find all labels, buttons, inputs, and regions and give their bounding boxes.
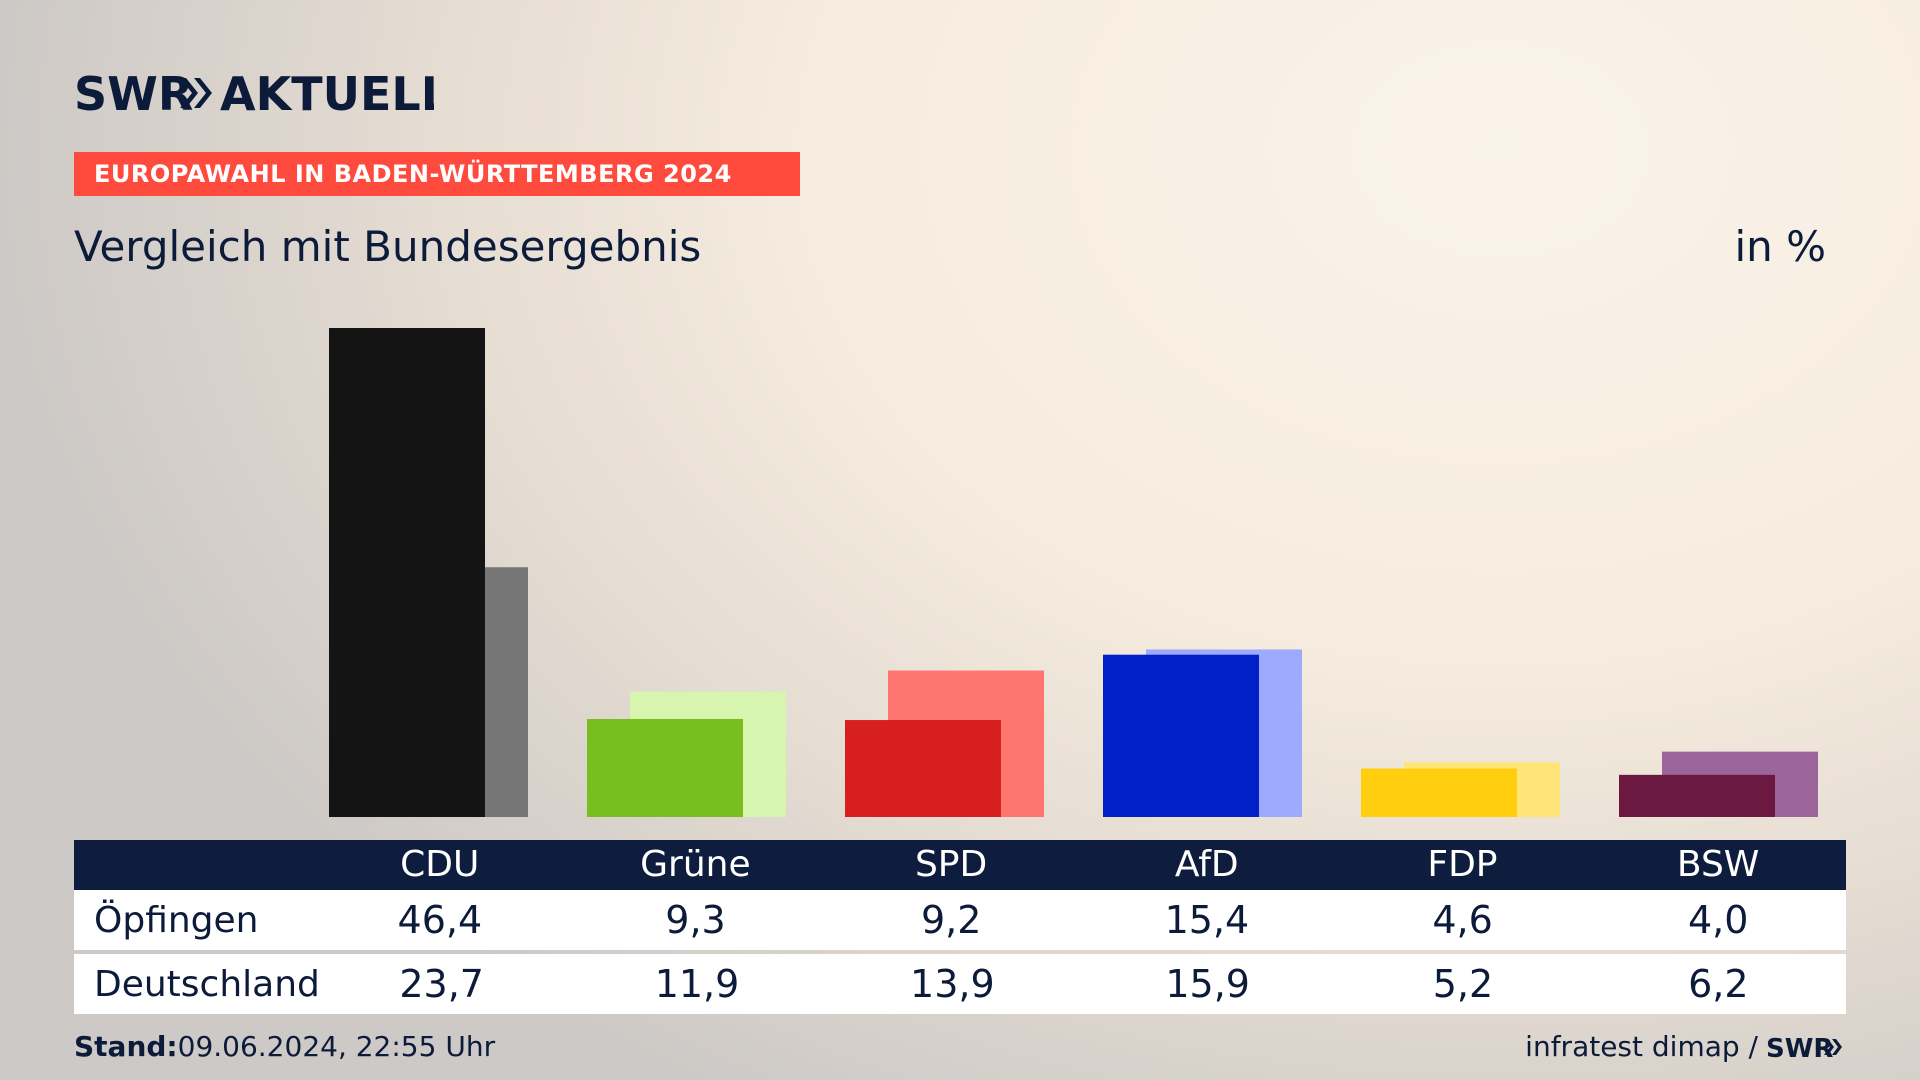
stand-value: 09.06.2024, 22:55 Uhr <box>177 1030 496 1063</box>
bar-local-fdp <box>1361 768 1517 817</box>
value-germany-gruene: 11,9 <box>654 962 740 1006</box>
value-germany-bsw: 6,2 <box>1688 962 1749 1006</box>
value-local-bsw: 4,0 <box>1687 898 1749 942</box>
unit-label: in % <box>1734 222 1826 271</box>
table-header: CDU Grüne SPD AfD FDP BSW <box>74 840 1846 890</box>
value-germany-afd: 15,9 <box>1165 962 1250 1006</box>
bar-local-afd <box>1103 654 1259 817</box>
source-logo-text: SWR <box>1766 1034 1833 1062</box>
value-germany-cdu: 23,7 <box>399 962 484 1006</box>
value-local-gruene: 9,3 <box>665 898 726 942</box>
party-header-bsw: BSW <box>1676 844 1760 885</box>
bar-local-gruene <box>587 718 743 817</box>
value-local-afd: 15,4 <box>1164 898 1250 942</box>
logo-chevrons-icon <box>180 78 212 108</box>
source-logo-chevrons-icon <box>1824 1038 1842 1055</box>
value-germany-fdp: 5,2 <box>1432 962 1494 1006</box>
bar-local-cdu <box>329 328 485 817</box>
logo-text-aktuell: AKTUELL <box>220 67 434 120</box>
logo-text-swr: SWR <box>74 67 193 120</box>
swr-source-logo: SWR <box>1766 1034 1842 1062</box>
swr-aktuell-logo: SWR AKTUELL <box>74 66 434 120</box>
party-header-fdp: FDP <box>1427 844 1498 885</box>
row-label-germany: Deutschland <box>94 963 320 1005</box>
source-text: infratest dimap / <box>1525 1030 1758 1063</box>
stand-label: Stand: <box>74 1030 178 1063</box>
chart-subtitle: Vergleich mit Bundesergebnis <box>74 222 702 271</box>
value-germany-spd: 13,9 <box>910 962 995 1006</box>
value-local-spd: 9,2 <box>920 898 982 942</box>
source-credit: infratest dimap / SWR <box>1525 1030 1846 1063</box>
table-row-germany: Deutschland 23,7 11,9 13,9 15,9 5,2 6,2 <box>74 954 1846 1014</box>
bar-local-spd <box>845 720 1001 817</box>
party-header-gruene: Grüne <box>640 844 751 885</box>
results-table: CDU Grüne SPD AfD FDP BSW Öpfingen 46,4 … <box>74 840 1846 1014</box>
table-header-spacer <box>74 840 312 890</box>
party-header-afd: AfD <box>1174 844 1239 885</box>
value-local-fdp: 4,6 <box>1432 898 1493 942</box>
row-label-local: Öpfingen <box>94 899 259 941</box>
bar-local-bsw <box>1619 774 1775 817</box>
timestamp: Stand:09.06.2024, 22:55 Uhr <box>74 1030 495 1063</box>
bar-chart <box>329 328 1818 817</box>
value-local-cdu: 46,4 <box>397 898 483 942</box>
party-header-spd: SPD <box>914 844 988 885</box>
party-header-cdu: CDU <box>400 844 480 885</box>
table-row-local: Öpfingen 46,4 9,3 9,2 15,4 4,6 4,0 <box>74 890 1846 950</box>
election-badge: EUROPAWAHL IN BADEN-WÜRTTEMBERG 2024 <box>74 152 800 196</box>
